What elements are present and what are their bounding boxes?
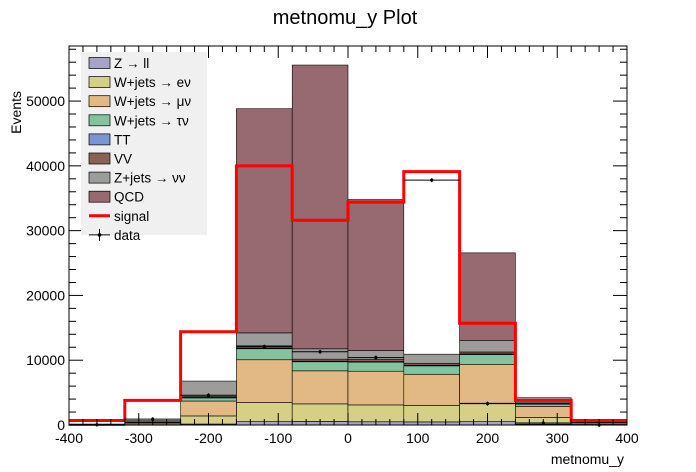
legend-swatch-data-dot [97, 233, 102, 237]
legend-swatch-0 [88, 57, 111, 69]
x-tick-label--300: -300 [125, 430, 153, 446]
data-point-3 [262, 345, 266, 349]
stack-bar-6-3 [236, 332, 293, 347]
y-tick-label-20000: 20000 [26, 287, 65, 303]
chart-title: metnomu_y Plot [273, 7, 418, 29]
legend-label-3: W+jets → τν [114, 113, 189, 128]
legend-label-1: W+jets → eν [114, 75, 191, 90]
legend-label-7: QCD [114, 190, 144, 205]
x-axis-label: metnomu_y [551, 451, 624, 467]
y-axis: 0 10000 20000 30000 40000 50000 [26, 48, 627, 433]
stack-bar-6-7 [459, 340, 516, 353]
legend-swatch-1 [88, 76, 111, 88]
y-tick-label-50000: 50000 [26, 93, 65, 109]
legend-label-0: Z → ll [114, 56, 149, 71]
stack-bar-3-7 [459, 354, 516, 365]
x-axis: -400 -300 -200 -100 0 100 200 300 400 [55, 46, 639, 446]
x-tick-label--100: -100 [264, 430, 292, 446]
stack-bar-3-4 [291, 361, 349, 372]
stack-bar-7-7 [459, 252, 516, 341]
legend: Z → ll W+jets → eν W+jets → μν W+jets → τν T… [81, 52, 207, 243]
signal-line-group [69, 164, 627, 422]
stack-bar-2-7 [459, 363, 516, 404]
stack-bar-7-4 [291, 64, 349, 350]
stack-bar-1-3 [236, 402, 293, 422]
legend-swatch-5 [88, 152, 111, 165]
legend-swatch-2 [88, 95, 111, 108]
x-tick-label-100: 100 [406, 430, 430, 446]
data-point-7 [485, 402, 490, 406]
legend-label-8: signal [114, 209, 149, 224]
x-tick-label-300: 300 [546, 430, 570, 446]
signal-line [69, 164, 627, 422]
y-tick-label-30000: 30000 [26, 223, 65, 239]
x-tick-label-200: 200 [476, 430, 500, 446]
data-point-6 [430, 178, 434, 182]
stack-bar-2-4 [291, 370, 349, 405]
stack-bar-3-2 [180, 397, 237, 402]
legend-label-5: VV [114, 152, 132, 167]
legend-swatch-3 [88, 114, 111, 127]
y-axis-label: Events [8, 91, 24, 134]
stack-bar-2-8 [515, 406, 572, 418]
legend-swatch-6 [88, 171, 111, 184]
x-tick-label-400: 400 [615, 430, 639, 446]
y-tick-label-40000: 40000 [26, 158, 65, 174]
legend-label-4: TT [114, 132, 131, 147]
stack-bar-6-6 [403, 353, 460, 364]
legend-label-2: W+jets → μν [114, 94, 191, 109]
x-tick-label--400: -400 [55, 430, 83, 446]
x-tick-label--200: -200 [194, 430, 222, 446]
y-tick-label-0: 0 [57, 417, 65, 433]
stack-bar-7-5 [347, 199, 405, 351]
data-point-5 [374, 356, 378, 360]
legend-swatch-7 [88, 190, 111, 203]
legend-label-9: data [114, 228, 141, 243]
stack-bar-2-6 [403, 373, 460, 406]
stack-bar-3-3 [236, 348, 293, 361]
stack-bar-1-4 [291, 403, 349, 422]
y-tick-label-10000: 10000 [26, 352, 65, 368]
legend-label-6: Z+jets → νν [114, 171, 186, 186]
stack-bar-7-3 [236, 108, 293, 334]
stack-bar-3-5 [347, 361, 405, 372]
stack-bar-3-6 [403, 365, 460, 375]
data-point-4 [318, 350, 322, 354]
plot-area: -400 -300 -200 -100 0 100 200 300 400 0 10000 2000… [26, 45, 639, 446]
stack-bar-2-3 [236, 359, 293, 403]
legend-swatch-4 [88, 133, 111, 146]
data-point-2 [206, 393, 211, 397]
x-tick-label-0: 0 [344, 430, 352, 446]
stack-bar-2-5 [347, 370, 405, 406]
